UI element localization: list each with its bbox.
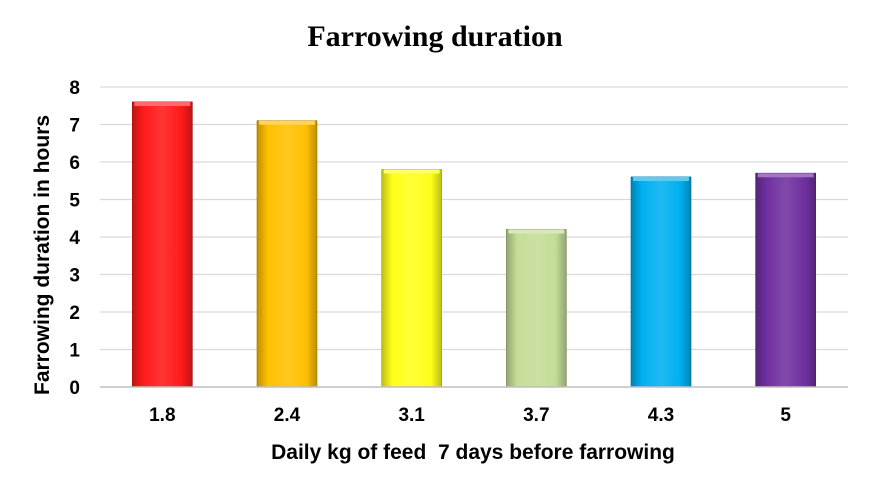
y-tick-label: 5 [69, 191, 80, 212]
y-tick-label: 7 [69, 116, 80, 137]
bar-2.4 [256, 120, 318, 388]
bars [132, 101, 816, 388]
y-tick-label: 0 [69, 378, 80, 399]
y-axis-label: Farrowing duration in hours [31, 115, 54, 395]
bar-1.8 [132, 101, 193, 388]
bar-highlight [259, 120, 315, 125]
bar-highlight [757, 173, 814, 178]
bar-5 [755, 172, 816, 388]
y-axis-ticks: 0 1 2 3 4 5 6 7 8 [69, 78, 80, 399]
x-tick-label: 3.1 [398, 405, 425, 426]
bar-3.1 [381, 169, 442, 388]
bar-highlight [633, 177, 689, 181]
x-tick-label: 5 [780, 405, 791, 426]
y-tick-label: 3 [69, 266, 80, 287]
grid-lines [100, 86, 848, 351]
bar-3.7 [506, 229, 567, 388]
bar-highlight [134, 102, 191, 106]
x-tick-label: 4.3 [648, 405, 674, 426]
y-tick-label: 2 [69, 303, 80, 324]
bar-highlight [508, 229, 565, 234]
x-tick-label: 2.4 [274, 405, 301, 426]
x-axis-ticks: 1.8 2.4 3.1 3.7 4.3 5 [149, 405, 791, 426]
y-tick-label: 8 [69, 78, 80, 99]
x-axis-label: Daily kg of feed 7 days before farrowing [271, 441, 675, 464]
y-tick-label: 1 [69, 341, 80, 362]
x-tick-label: 3.7 [523, 405, 549, 426]
chart-title: Farrowing duration [307, 20, 563, 53]
x-tick-label: 1.8 [149, 405, 175, 426]
y-tick-label: 4 [69, 228, 80, 249]
bar-highlight [383, 169, 440, 174]
bar-4.3 [630, 176, 692, 388]
y-tick-label: 6 [69, 153, 80, 174]
